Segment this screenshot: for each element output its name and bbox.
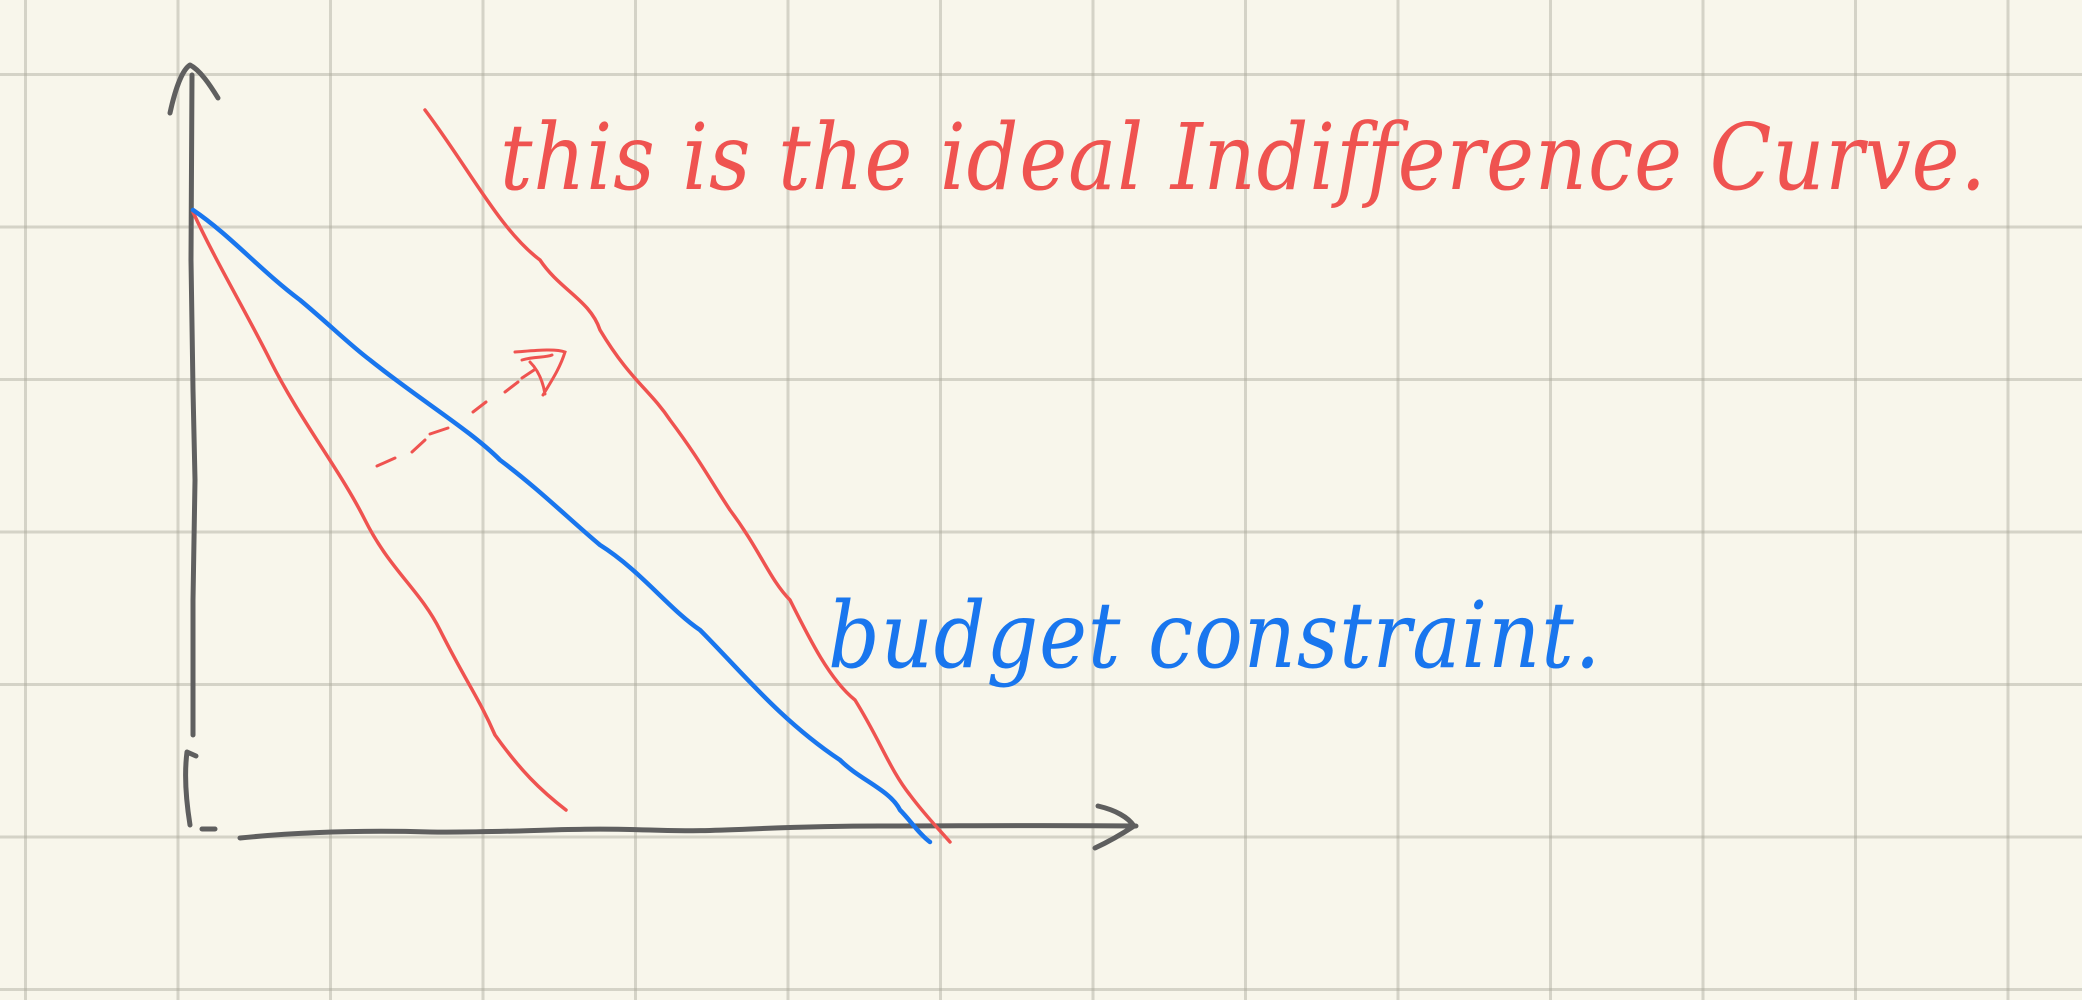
x-axis — [237, 823, 1139, 841]
x-axis-arrowhead — [1092, 803, 1137, 851]
budget-line — [190, 207, 933, 845]
shift-arrowhead — [513, 348, 567, 397]
shift-arrow-dash — [375, 368, 536, 468]
shift-arrow — [375, 348, 567, 468]
indifference-curve-original — [191, 210, 568, 812]
y-axis-arrowhead — [167, 62, 221, 116]
origin-mark — [183, 749, 199, 828]
budget-constraint-annotation: budget constraint. — [828, 582, 1602, 689]
indifference-curve-ideal — [423, 108, 952, 844]
indifference-curve-annotation: this is the ideal Indifference Curve. — [500, 104, 1988, 211]
axes — [167, 62, 1139, 851]
y-axis — [188, 72, 198, 738]
